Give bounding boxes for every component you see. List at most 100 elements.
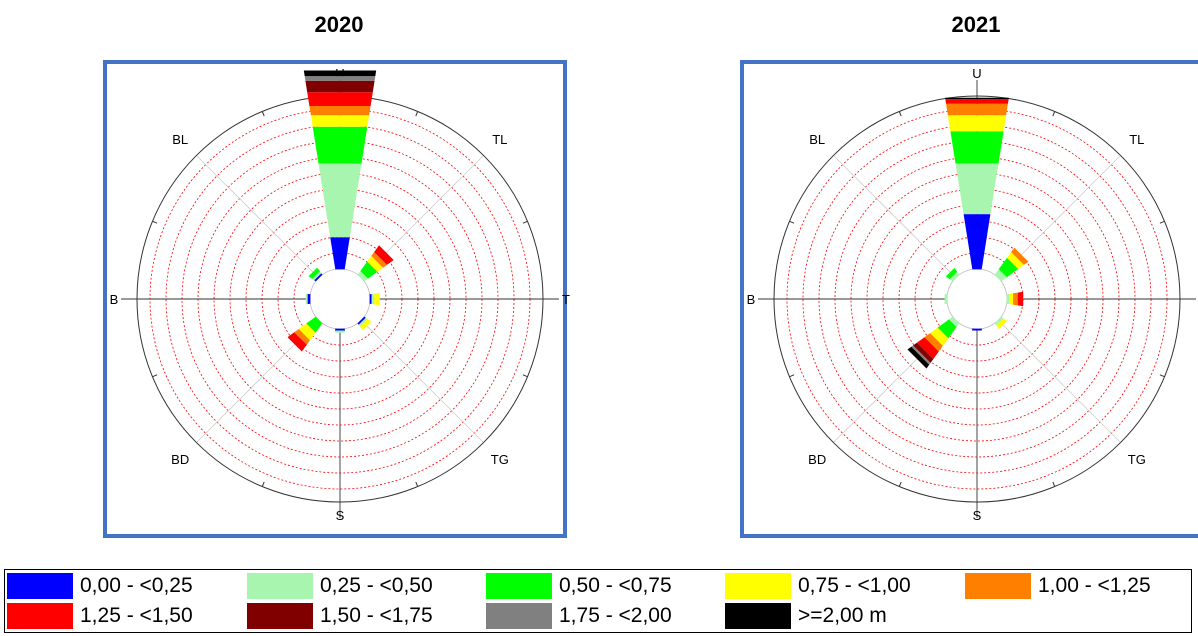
tick-mark (1052, 111, 1056, 117)
legend-swatch (486, 603, 552, 629)
tick-mark (415, 481, 419, 487)
legend-item: 0,50 - <0,75 (486, 572, 672, 600)
sector-bar (303, 70, 377, 77)
direction-label: BD (808, 452, 826, 467)
legend-label: 0,00 - <0,25 (80, 574, 193, 597)
tick-mark (898, 111, 902, 117)
sector-bar (945, 267, 958, 280)
sector-bar (318, 163, 362, 238)
legend-item: 0,25 - <0,50 (247, 572, 433, 600)
legend-item: 0,00 - <0,25 (7, 572, 193, 600)
sector-bar (972, 328, 982, 331)
sector-bar (369, 294, 372, 304)
direction-label: TG (491, 452, 509, 467)
direction-label: BD (171, 452, 189, 467)
wind-rose-charts: UTLTTGSBDBBLUTLTTGSBDBBL (103, 60, 1198, 538)
sector-bar (1006, 293, 1010, 305)
direction-label: U (972, 66, 981, 81)
sector-bar (306, 316, 323, 333)
direction-label: S (336, 508, 345, 523)
sector-bar (996, 318, 1008, 330)
sector-bar (994, 269, 1007, 282)
legend-label: 1,75 - <2,00 (559, 604, 672, 627)
tick-mark (261, 481, 265, 487)
sector-bar (924, 333, 943, 352)
sector-bar (913, 342, 934, 363)
sector-bar (314, 273, 323, 282)
sector-bar (360, 319, 372, 331)
legend-swatch (7, 603, 73, 629)
sector-bar (305, 80, 375, 93)
sector-bar (294, 329, 310, 345)
chart-title-2020: 2020 (314, 12, 364, 37)
legend-item: 1,00 - <1,25 (965, 572, 1151, 600)
sector-bar (950, 131, 1004, 164)
direction-label: TL (1129, 132, 1144, 147)
sector-bar (334, 330, 346, 333)
sector-bar (1013, 292, 1018, 306)
legend-swatch (247, 573, 313, 599)
sector-bar (930, 327, 949, 346)
tick-mark (1159, 220, 1165, 224)
legend-swatch (247, 603, 313, 629)
sector-bar (946, 103, 1008, 116)
sector-bar (357, 271, 368, 282)
legend-swatch (486, 573, 552, 599)
sector-bar (371, 252, 387, 268)
tick-mark (152, 220, 158, 224)
legend-item: 1,50 - <1,75 (247, 602, 433, 630)
sector-bar (367, 255, 384, 272)
sector-bar (949, 316, 960, 327)
tick-mark (415, 111, 419, 117)
legend-swatch (7, 573, 73, 599)
tick-mark (789, 374, 795, 378)
legend-label: 1,50 - <1,75 (320, 604, 433, 627)
legend-label: 0,75 - <1,00 (798, 574, 911, 597)
sector-bar (949, 271, 960, 282)
sector-bar (1007, 252, 1024, 269)
sector-bar (287, 332, 307, 352)
sector-bar (335, 328, 345, 331)
sector-bar (947, 115, 1007, 132)
legend-label: 1,00 - <1,25 (1038, 574, 1151, 597)
direction-label: B (747, 292, 756, 307)
sector-bar (916, 337, 939, 360)
tick-mark (789, 220, 795, 224)
sector-bar (945, 99, 1009, 104)
sector-bar (307, 293, 311, 305)
chart-title-2021: 2021 (951, 12, 1001, 37)
sector-bar (1011, 247, 1029, 265)
direction-label: T (562, 292, 570, 307)
sector-bar (944, 293, 948, 305)
legend-swatch (965, 573, 1031, 599)
direction-label: B (110, 292, 119, 307)
sector-bar (371, 293, 375, 305)
tick-mark (1159, 374, 1165, 378)
sector-bar (358, 317, 368, 327)
legend-label: >=2,00 m (798, 604, 887, 627)
sector-bar (374, 292, 380, 306)
sector-bar (994, 316, 1004, 326)
outer-circle (773, 95, 1181, 503)
sector-bar (312, 271, 322, 281)
tick-mark (152, 374, 158, 378)
sector-bar (307, 92, 373, 106)
direction-label: TG (1128, 452, 1146, 467)
sector-bar (374, 245, 394, 265)
legend-label: 0,50 - <0,75 (559, 574, 672, 597)
legend-swatch (725, 603, 791, 629)
spoke (196, 155, 320, 279)
legend-label: 1,25 - <1,50 (80, 604, 193, 627)
direction-label: S (973, 508, 982, 523)
sector-bar (330, 237, 350, 270)
legend-item: 1,25 - <1,50 (7, 602, 193, 630)
tick-mark (1052, 481, 1056, 487)
sector-bar (963, 214, 991, 270)
sector-bar (298, 323, 316, 341)
sector-bar (310, 115, 370, 127)
legend-label: 0,25 - <0,50 (320, 574, 433, 597)
sector-bar (305, 293, 308, 305)
sector-bar (312, 126, 368, 164)
sector-bar (945, 97, 1009, 100)
direction-label: BL (809, 132, 825, 147)
